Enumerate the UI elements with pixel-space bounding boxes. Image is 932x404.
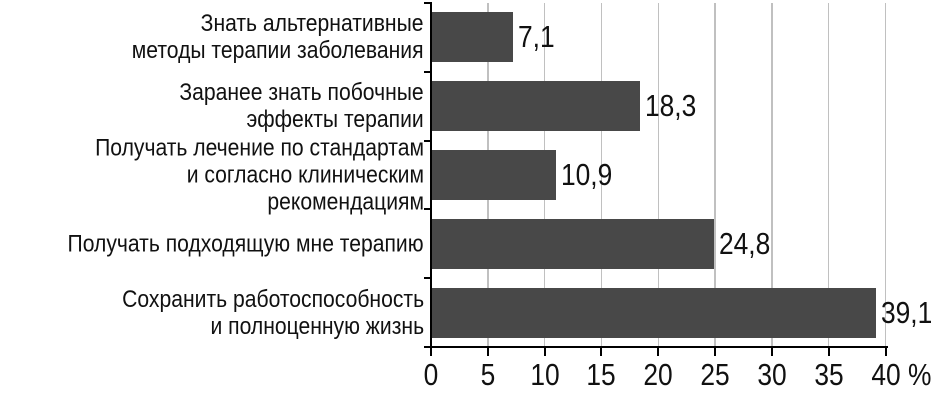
bar	[432, 150, 556, 200]
value-label: 10,9	[560, 157, 613, 192]
x-axis-tick	[600, 347, 603, 356]
category-label: Получать лечение по стандартам и согласн…	[95, 134, 424, 216]
x-axis-tick-label: 40	[870, 357, 901, 392]
category-label: Получать подходящую мне терапию	[67, 230, 424, 258]
value-label: 39,1	[881, 294, 932, 330]
gridline	[771, 3, 773, 347]
bar	[432, 81, 640, 132]
gridline	[657, 3, 659, 347]
category-label: Знать альтернативные методы терапии забо…	[132, 10, 424, 65]
y-axis-tick	[424, 208, 431, 211]
x-axis-tick	[486, 347, 489, 356]
x-axis-tick-label: 5	[480, 357, 496, 392]
bar	[432, 12, 513, 63]
y-axis-line	[430, 2, 432, 348]
bar	[432, 218, 714, 269]
x-axis-line	[428, 346, 888, 348]
x-axis-tick	[657, 347, 660, 356]
x-axis-tick	[770, 347, 773, 356]
y-axis-tick	[424, 346, 431, 348]
x-axis-tick	[827, 347, 830, 356]
bar	[432, 287, 877, 338]
value-label: 24,8	[718, 225, 771, 261]
x-axis-tick-label: 10	[529, 357, 560, 392]
x-axis-tick-label: 15	[586, 357, 617, 392]
gridline	[884, 3, 887, 347]
gridline	[714, 3, 716, 347]
value-label: 7,1	[517, 19, 555, 55]
x-axis-tick-label: 20	[643, 357, 673, 392]
x-axis-tick-label: 30	[757, 357, 787, 392]
x-axis-tick-label: 25	[700, 357, 730, 392]
y-axis-tick	[424, 2, 431, 4]
x-axis-unit-label: %	[908, 357, 932, 392]
x-axis-tick-label: 0	[423, 357, 439, 392]
x-axis-tick	[714, 347, 717, 356]
value-label: 18,3	[644, 88, 697, 124]
x-axis-tick	[884, 347, 887, 356]
x-axis-tick	[543, 347, 546, 356]
x-axis-tick	[430, 347, 432, 356]
category-label: Заранее знать побочные эффекты терапии	[179, 79, 424, 134]
y-axis-tick	[424, 277, 431, 280]
y-axis-tick	[424, 70, 431, 73]
category-label: Сохранить работоспособность и полноценну…	[122, 285, 424, 340]
gridline	[827, 3, 830, 347]
x-axis-tick-label: 35	[814, 357, 844, 392]
gridline	[600, 3, 603, 347]
y-axis-tick	[424, 139, 431, 142]
